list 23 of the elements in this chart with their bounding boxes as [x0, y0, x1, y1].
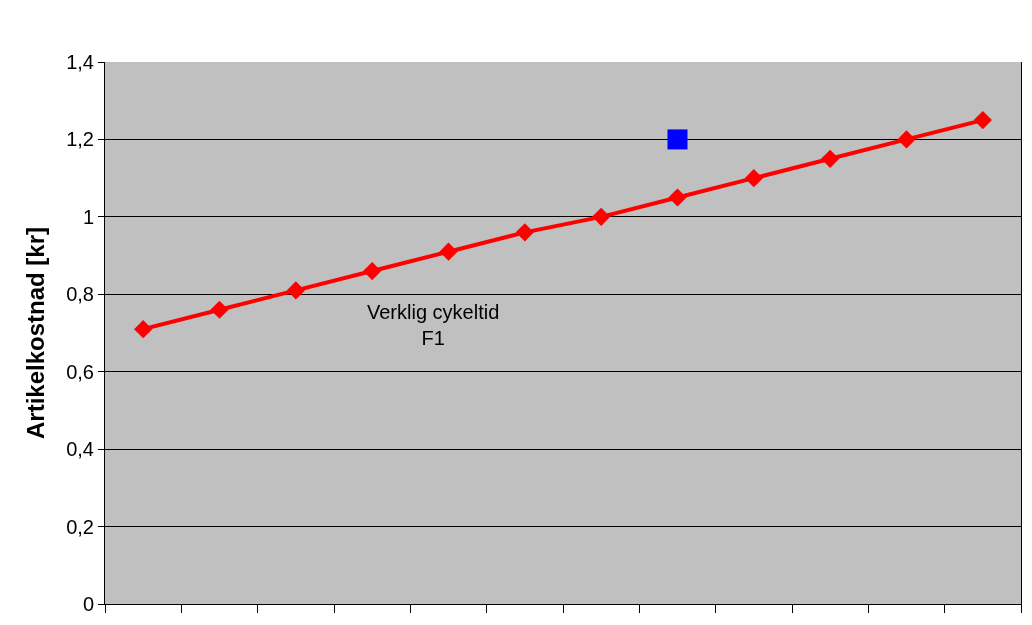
point: [667, 129, 688, 150]
point: [668, 188, 687, 207]
point: [592, 207, 611, 226]
point: [286, 281, 305, 300]
y-tick-label: 0,8: [66, 283, 94, 306]
point: [821, 149, 840, 168]
y-axis-title: Artikelkostnad [kr]: [22, 226, 50, 440]
y-tick-label: 0: [82, 593, 94, 615]
point: [439, 242, 458, 261]
y-tick-label: 1: [82, 205, 94, 228]
y-tick-label: 0,6: [66, 360, 94, 383]
point: [134, 320, 153, 339]
point: [210, 300, 229, 319]
y-tick-label: 0,4: [66, 438, 94, 461]
y-tick-label: 0,2: [66, 515, 94, 538]
y-tick-label: 1,4: [66, 51, 94, 73]
y-tick-label: 1,2: [66, 128, 94, 151]
point: [744, 169, 763, 188]
point: [363, 261, 382, 281]
point: [897, 130, 916, 149]
point: [515, 223, 534, 242]
annotation: Verklig cykeltid F1: [367, 301, 500, 349]
point: [973, 110, 992, 130]
